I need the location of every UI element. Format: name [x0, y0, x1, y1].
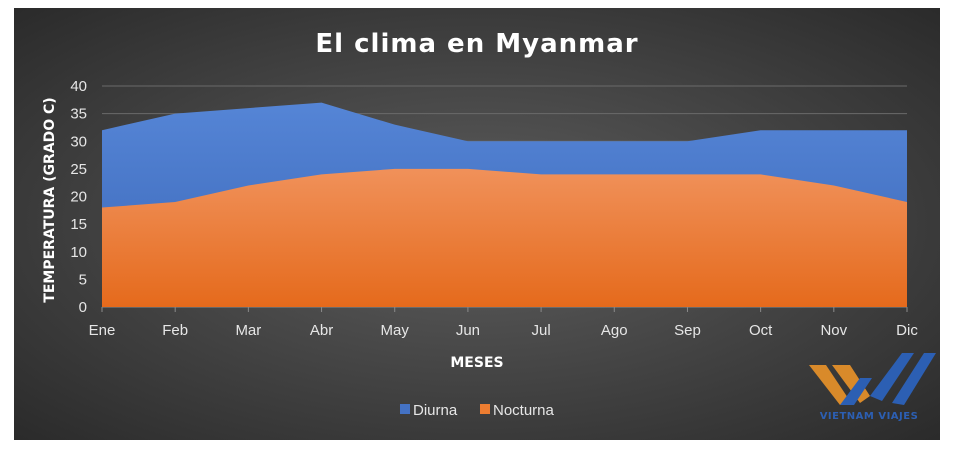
x-tick-labels: Ene Feb Mar Abr May Jun Jul Ago Sep Oct Nov Dic	[89, 307, 918, 339]
x-tick-label: Ago	[601, 322, 628, 339]
chart-title: El clima en Myanmar	[315, 29, 638, 59]
y-tick-label: 20	[70, 189, 87, 206]
y-tick-label: 5	[79, 271, 87, 288]
y-axis-title: TEMPERATURA (GRADO C)	[42, 97, 58, 302]
x-tick-label: Mar	[235, 322, 261, 339]
legend-label-diurna: Diurna	[413, 402, 458, 419]
y-tick-label: 0	[79, 299, 87, 316]
y-tick-labels: 0 5 10 15 20 25 30 35 40	[70, 78, 87, 316]
logo-blue-stroke-2	[870, 353, 914, 401]
y-tick-label: 30	[70, 133, 87, 150]
logo-blue-stroke-3	[892, 353, 936, 405]
x-tick-label: Jun	[456, 322, 480, 339]
chart-svg: El clima en Myanmar 0 5 10 15 20 25 30 35 40 Ene…	[14, 8, 940, 440]
legend: Diurna Nocturna	[400, 402, 555, 419]
x-tick-label: May	[381, 322, 410, 339]
logo-text: VIETNAM VIAJES	[820, 411, 919, 422]
x-tick-label: Dic	[896, 322, 918, 339]
y-tick-label: 10	[70, 244, 87, 261]
chart-container: El clima en Myanmar 0 5 10 15 20 25 30 35 40 Ene…	[14, 8, 940, 440]
y-tick-label: 35	[70, 106, 87, 123]
x-tick-label: Feb	[162, 322, 188, 339]
y-tick-label: 40	[70, 78, 87, 95]
x-tick-label: Sep	[674, 322, 701, 339]
logo-blue-stroke-1	[840, 378, 872, 405]
legend-label-nocturna: Nocturna	[493, 402, 555, 419]
x-tick-label: Abr	[310, 322, 333, 339]
legend-swatch-diurna	[400, 404, 410, 414]
x-tick-label: Jul	[531, 322, 550, 339]
legend-swatch-nocturna	[480, 404, 490, 414]
vietnam-viajes-logo: VIETNAM VIAJES	[809, 353, 936, 422]
logo-orange-stroke-1	[809, 365, 848, 405]
x-tick-label: Ene	[89, 322, 116, 339]
area-series-nocturna	[102, 168, 907, 307]
y-tick-label: 25	[70, 161, 87, 178]
x-tick-label: Nov	[820, 322, 847, 339]
y-tick-label: 15	[70, 216, 87, 233]
x-axis-title: MESES	[450, 355, 503, 371]
x-tick-label: Oct	[749, 322, 773, 339]
plot-areas	[102, 102, 907, 307]
